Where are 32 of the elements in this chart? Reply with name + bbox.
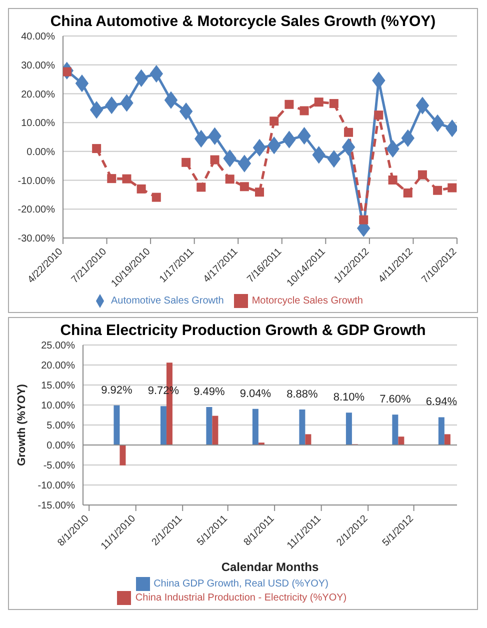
y-tick-label: -15.00% (38, 500, 76, 512)
y-tick-label: -5.00% (43, 460, 76, 472)
y-tick-label: 25.00% (41, 340, 76, 352)
data-label: 8.10% (333, 392, 365, 404)
data-label: 9.04% (240, 388, 272, 400)
y-tick-label: -10.00% (38, 480, 76, 492)
chart-title: China Electricity Production Growth & GDP Growth (59, 321, 427, 339)
legend-label: Motorcycle Sales Growth (252, 296, 363, 307)
y-tick-label: 40.00% (21, 32, 56, 43)
y-tick-label: -10.00% (18, 176, 56, 187)
legend-label: Automotive Sales Growth (111, 296, 224, 307)
y-tick-label: 10.00% (41, 400, 76, 412)
y-tick-label: 0.00% (46, 440, 76, 452)
y-tick-label: 15.00% (41, 380, 76, 392)
data-label: 7.60% (380, 394, 411, 406)
y-tick-label: -30.00% (18, 234, 56, 245)
y-axis-title: Growth (%YOY) (16, 384, 28, 466)
data-label: 6.94% (426, 396, 458, 408)
x-axis-title: Calendar Months (221, 560, 319, 574)
legend-label: China Industrial Production - Electricity (%YOY) (135, 592, 347, 604)
data-label: 9.49% (194, 386, 226, 398)
y-tick-label: 10.00% (21, 118, 56, 130)
y-tick-label: 20.00% (41, 360, 76, 372)
legend-label: China GDP Growth, Real USD (%YOY) (154, 578, 328, 590)
data-label: 8.88% (286, 388, 318, 400)
y-tick-label: 20.00% (21, 89, 56, 100)
data-label: 9.92% (101, 384, 133, 396)
y-tick-label: -20.00% (18, 204, 56, 216)
chart-title: China Automotive & Motorcycle Sales Growth (%YOY) (49, 12, 437, 30)
y-tick-label: 5.00% (46, 420, 76, 432)
y-tick-label: 0.00% (26, 146, 56, 158)
y-tick-label: 30.00% (21, 60, 56, 72)
